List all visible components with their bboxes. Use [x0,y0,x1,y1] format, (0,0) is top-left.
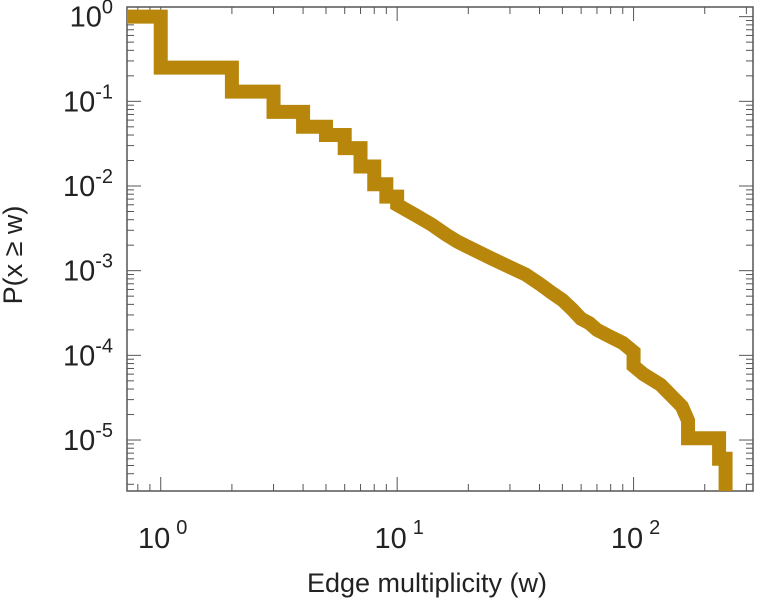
y-tick-label-exponent: -3 [95,251,113,273]
y-tick-label: 10-4 [63,335,113,372]
x-tick-label-exponent: 2 [649,517,660,539]
y-tick-label-exponent: -2 [95,166,113,188]
x-tick-label-base: 10 [374,523,406,555]
y-tick-label: 10-1 [63,81,113,118]
y-tick-label-base: 10 [63,425,95,457]
y-tick-label-exponent: -4 [95,335,113,357]
y-tick-label-base: 10 [70,2,102,34]
y-tick-label-exponent: 0 [102,0,113,19]
major-ticks [127,7,753,491]
y-tick-label: 10-3 [63,251,113,288]
x-tick-label: 10 2 [611,517,660,555]
x-tick-label-base: 10 [611,523,643,555]
x-tick-label-exponent: 0 [176,517,187,539]
x-tick-label-base: 10 [138,523,170,555]
x-tick-labels: 10 0 10 1 10 2 [138,517,660,555]
y-tick-label: 100 [70,0,113,34]
y-tick-label-base: 10 [63,256,95,288]
x-tick-label: 10 1 [374,517,423,555]
ccdf-series-line [127,9,733,491]
x-tick-label: 10 0 [138,517,187,555]
minor-ticks [127,7,753,491]
y-tick-label-base: 10 [63,86,95,118]
x-tick-label-exponent: 1 [413,517,424,539]
y-tick-label: 10-2 [63,166,113,203]
y-tick-label-exponent: -5 [95,420,113,442]
y-tick-label-base: 10 [63,340,95,372]
plot-frame [126,6,754,492]
y-tick-label-base: 10 [63,171,95,203]
y-tick-label: 10-5 [63,420,113,457]
y-axis-title: P(x ≥ w) [0,206,28,305]
y-tick-label-exponent: -1 [95,81,113,103]
x-axis-title: Edge multiplicity (w) [307,568,547,598]
